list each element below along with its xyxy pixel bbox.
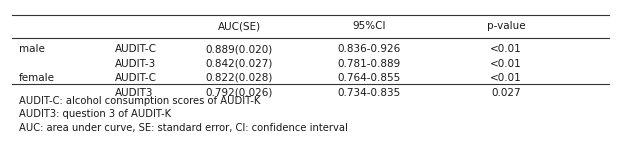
Text: AUDIT3: AUDIT3 [115,88,153,98]
Text: AUDIT3: question 3 of AUDIT-K: AUDIT3: question 3 of AUDIT-K [19,109,171,119]
Text: 95%CI: 95%CI [353,21,386,31]
Text: <0.01: <0.01 [490,44,522,54]
Text: 0.889(0.020): 0.889(0.020) [206,44,273,54]
Text: female: female [19,73,55,83]
Text: <0.01: <0.01 [490,59,522,69]
Text: 0.842(0.027): 0.842(0.027) [206,59,273,69]
Text: AUDIT-C: AUDIT-C [115,44,157,54]
Text: 0.822(0.028): 0.822(0.028) [206,73,273,83]
Text: <0.01: <0.01 [490,73,522,83]
Text: 0.792(0.026): 0.792(0.026) [206,88,273,98]
Text: AUC: area under curve, SE: standard error, CI: confidence interval: AUC: area under curve, SE: standard erro… [19,123,348,133]
Text: AUDIT-3: AUDIT-3 [115,59,156,69]
Text: p-value: p-value [487,21,525,31]
Text: 0.781-0.889: 0.781-0.889 [338,59,401,69]
Text: 0.764-0.855: 0.764-0.855 [338,73,401,83]
Text: AUDIT-C: AUDIT-C [115,73,157,83]
Text: AUC(SE): AUC(SE) [217,21,261,31]
Text: 0.836-0.926: 0.836-0.926 [338,44,401,54]
Text: 0.734-0.835: 0.734-0.835 [338,88,401,98]
Text: AUDIT-C: alcohol consumption scores of AUDIT-K: AUDIT-C: alcohol consumption scores of A… [19,96,260,106]
Text: male: male [19,44,45,54]
Text: 0.027: 0.027 [491,88,521,98]
